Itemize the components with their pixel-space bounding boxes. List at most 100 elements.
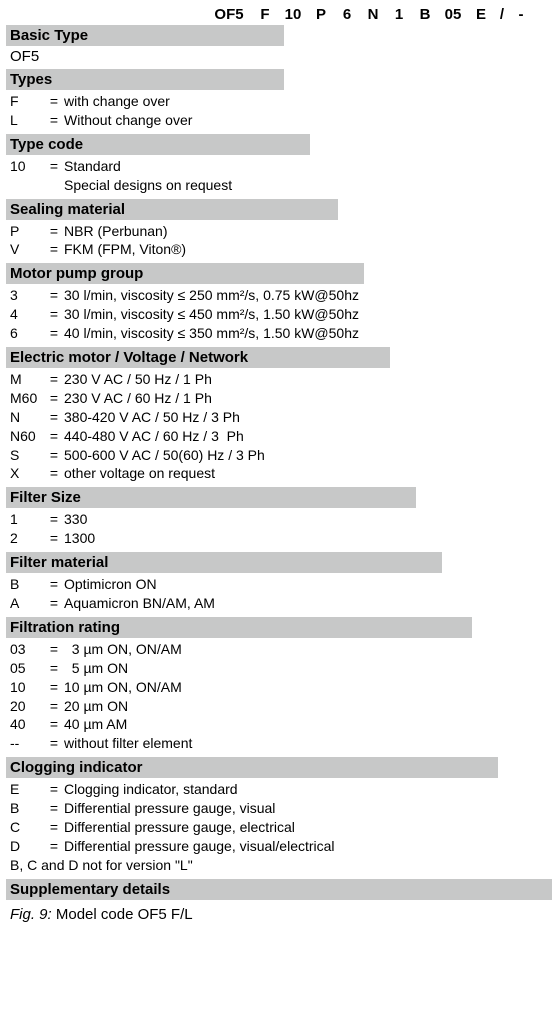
code-cell: 1 xyxy=(386,4,412,25)
kv-row: 4=30 l/min, viscosity ≤ 450 mm²/s, 1.50 … xyxy=(10,305,548,324)
kv-key: X xyxy=(10,464,44,483)
section: Electric motor / Voltage / NetworkM=230 … xyxy=(6,347,552,487)
kv-value: with change over xyxy=(64,92,548,111)
kv-value: FKM (FPM, Viton®) xyxy=(64,240,548,259)
kv-row: E=Clogging indicator, standard xyxy=(10,780,548,799)
kv-key: M xyxy=(10,370,44,389)
section: Filter materialB=Optimicron ONA=Aquamicr… xyxy=(6,552,552,617)
kv-row: L=Without change over xyxy=(10,111,548,130)
kv-value: 10 µm ON, ON/AM xyxy=(64,678,548,697)
kv-row: P=NBR (Perbunan) xyxy=(10,222,548,241)
kv-key: V xyxy=(10,240,44,259)
section: Clogging indicatorE=Clogging indicator, … xyxy=(6,757,552,878)
kv-key: C xyxy=(10,818,44,837)
kv-row: B=Optimicron ON xyxy=(10,575,548,594)
kv-row: 10=Standard xyxy=(10,157,548,176)
kv-value: 40 µm AM xyxy=(64,715,548,734)
section-header: Type code xyxy=(6,134,310,155)
code-cell: 10 xyxy=(278,4,308,25)
section-body: M=230 V AC / 50 Hz / 1 PhM60=230 V AC / … xyxy=(6,368,552,487)
section-body: 03= 3 µm ON, ON/AM05= 5 µm ON10=10 µm ON… xyxy=(6,638,552,757)
kv-value: 330 xyxy=(64,510,548,529)
kv-row: D=Differential pressure gauge, visual/el… xyxy=(10,837,548,856)
kv-row: C=Differential pressure gauge, electrica… xyxy=(10,818,548,837)
section: Filtration rating03= 3 µm ON, ON/AM05= 5… xyxy=(6,617,552,757)
equals-sign: = xyxy=(44,697,64,716)
kv-key: L xyxy=(10,111,44,130)
code-cell: N xyxy=(360,4,386,25)
section: TypesF=with change overL=Without change … xyxy=(6,69,552,134)
code-cell: E xyxy=(468,4,494,25)
section-note: Special designs on request xyxy=(10,176,548,195)
kv-value: Standard xyxy=(64,157,548,176)
equals-sign: = xyxy=(44,837,64,856)
section-header: Filter Size xyxy=(6,487,416,508)
kv-value: 20 µm ON xyxy=(64,697,548,716)
kv-value: 5 µm ON xyxy=(64,659,548,678)
equals-sign: = xyxy=(44,799,64,818)
kv-value: 1300 xyxy=(64,529,548,548)
code-cell: 6 xyxy=(334,4,360,25)
kv-key: 03 xyxy=(10,640,44,659)
equals-sign: = xyxy=(44,157,64,176)
kv-key: D xyxy=(10,837,44,856)
section-header: Motor pump group xyxy=(6,263,364,284)
code-cell: / xyxy=(494,4,510,25)
kv-value: 230 V AC / 60 Hz / 1 Ph xyxy=(64,389,548,408)
code-cell: F xyxy=(252,4,278,25)
section-footnote: B, C and D not for version "L" xyxy=(10,856,548,875)
kv-row: 40=40 µm AM xyxy=(10,715,548,734)
kv-row: A=Aquamicron BN/AM, AM xyxy=(10,594,548,613)
kv-value: 440-480 V AC / 60 Hz / 3 Ph xyxy=(64,427,548,446)
kv-key: 20 xyxy=(10,697,44,716)
kv-row: F=with change over xyxy=(10,92,548,111)
kv-value: NBR (Perbunan) xyxy=(64,222,548,241)
equals-sign: = xyxy=(44,594,64,613)
kv-row: 1=330 xyxy=(10,510,548,529)
kv-key: B xyxy=(10,799,44,818)
kv-value: 30 l/min, viscosity ≤ 250 mm²/s, 0.75 kW… xyxy=(64,286,548,305)
kv-value: Aquamicron BN/AM, AM xyxy=(64,594,548,613)
kv-key: 40 xyxy=(10,715,44,734)
figure-caption: Fig. 9: Model code OF5 F/L xyxy=(6,900,552,927)
kv-key: P xyxy=(10,222,44,241)
kv-row: 10=10 µm ON, ON/AM xyxy=(10,678,548,697)
kv-key: N xyxy=(10,408,44,427)
equals-sign: = xyxy=(44,780,64,799)
equals-sign: = xyxy=(44,510,64,529)
section-body: 1=3302=1300 xyxy=(6,508,552,552)
equals-sign: = xyxy=(44,678,64,697)
figure-label: Fig. 9: xyxy=(10,906,56,923)
section: Motor pump group3=30 l/min, viscosity ≤ … xyxy=(6,263,552,347)
code-lead-spacer xyxy=(6,4,206,25)
equals-sign: = xyxy=(44,222,64,241)
kv-value: Optimicron ON xyxy=(64,575,548,594)
kv-value: Clogging indicator, standard xyxy=(64,780,548,799)
kv-key: E xyxy=(10,780,44,799)
kv-value: 40 l/min, viscosity ≤ 350 mm²/s, 1.50 kW… xyxy=(64,324,548,343)
equals-sign: = xyxy=(44,92,64,111)
section: Basic TypeOF5 xyxy=(6,25,552,69)
kv-value: Without change over xyxy=(64,111,548,130)
equals-sign: = xyxy=(44,305,64,324)
kv-key: 05 xyxy=(10,659,44,678)
section-header: Clogging indicator xyxy=(6,757,498,778)
equals-sign: = xyxy=(44,408,64,427)
kv-row: M=230 V AC / 50 Hz / 1 Ph xyxy=(10,370,548,389)
section-header: Basic Type xyxy=(6,25,284,46)
equals-sign: = xyxy=(44,734,64,753)
section-header: Filter material xyxy=(6,552,442,573)
section-header: Supplementary details xyxy=(6,879,552,900)
section-body: B=Optimicron ONA=Aquamicron BN/AM, AM xyxy=(6,573,552,617)
code-cell: OF5 xyxy=(206,4,252,25)
equals-sign: = xyxy=(44,464,64,483)
kv-key: B xyxy=(10,575,44,594)
equals-sign: = xyxy=(44,575,64,594)
section-body: 3=30 l/min, viscosity ≤ 250 mm²/s, 0.75 … xyxy=(6,284,552,347)
model-code-row: OF5F10P6N1B05E/- xyxy=(6,4,552,25)
section: Supplementary details xyxy=(6,879,552,900)
section-body: 10=StandardSpecial designs on request xyxy=(6,155,552,199)
equals-sign: = xyxy=(44,324,64,343)
section-header: Filtration rating xyxy=(6,617,472,638)
kv-row: 05= 5 µm ON xyxy=(10,659,548,678)
